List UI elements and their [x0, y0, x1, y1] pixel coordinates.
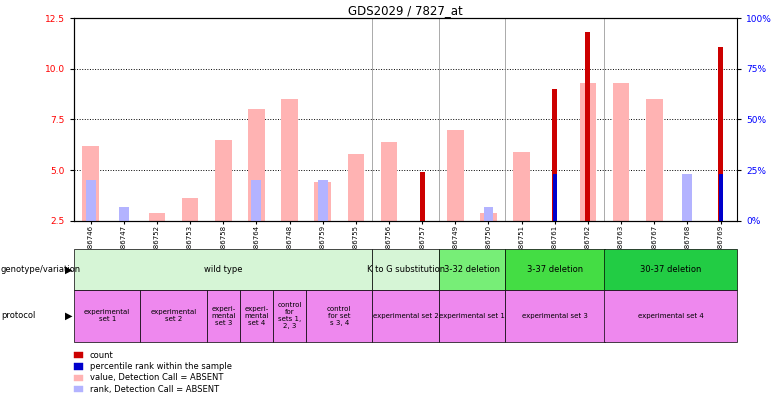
Text: experimental set 4: experimental set 4	[638, 313, 704, 319]
Text: count: count	[90, 351, 113, 360]
Bar	[251, 180, 261, 221]
Bar	[553, 174, 557, 221]
Bar	[149, 213, 165, 221]
Text: experimental set 2: experimental set 2	[373, 313, 438, 319]
Text: percentile rank within the sample: percentile rank within the sample	[90, 362, 232, 371]
Bar	[420, 172, 424, 221]
Text: 3-32 deletion: 3-32 deletion	[444, 265, 500, 274]
Text: value, Detection Call = ABSENT: value, Detection Call = ABSENT	[90, 373, 223, 382]
Bar	[317, 180, 328, 221]
Bar	[248, 109, 264, 221]
Text: K to G substitution: K to G substitution	[367, 265, 445, 274]
Text: ▶: ▶	[65, 311, 73, 321]
Bar	[580, 83, 596, 221]
Text: 30-37 deletion: 30-37 deletion	[640, 265, 701, 274]
Bar	[381, 142, 397, 221]
Bar	[604, 249, 737, 290]
Bar	[718, 174, 722, 221]
Bar	[306, 290, 373, 342]
Bar	[505, 249, 604, 290]
Title: GDS2029 / 7827_at: GDS2029 / 7827_at	[348, 4, 463, 17]
Bar	[586, 32, 590, 221]
Text: 3-37 deletion: 3-37 deletion	[526, 265, 583, 274]
Bar	[119, 207, 129, 221]
Bar	[348, 154, 364, 221]
Bar	[718, 47, 723, 221]
Bar	[373, 290, 438, 342]
Bar	[484, 207, 494, 221]
Bar	[140, 290, 207, 342]
Bar	[83, 146, 99, 221]
Text: experi-
mental
set 4: experi- mental set 4	[244, 306, 268, 326]
Text: experi-
mental
set 3: experi- mental set 3	[211, 306, 236, 326]
Bar	[438, 249, 505, 290]
Bar	[215, 140, 232, 221]
Bar	[613, 83, 629, 221]
Text: genotype/variation: genotype/variation	[1, 265, 81, 274]
Text: ▶: ▶	[65, 264, 73, 274]
Bar	[505, 290, 604, 342]
Text: rank, Detection Call = ABSENT: rank, Detection Call = ABSENT	[90, 385, 219, 394]
Bar	[207, 290, 240, 342]
Bar	[447, 130, 463, 221]
Bar	[604, 290, 737, 342]
Bar	[682, 174, 693, 221]
Bar	[438, 290, 505, 342]
Bar	[182, 198, 198, 221]
Text: experimental set 1: experimental set 1	[439, 313, 505, 319]
Text: control
for set
s 3, 4: control for set s 3, 4	[327, 306, 352, 326]
Bar	[480, 213, 497, 221]
Bar	[74, 290, 140, 342]
Bar	[552, 89, 557, 221]
Text: experimental
set 2: experimental set 2	[151, 309, 197, 322]
Bar	[239, 290, 273, 342]
Text: protocol: protocol	[1, 311, 35, 320]
Text: experimental
set 1: experimental set 1	[84, 309, 130, 322]
Bar	[513, 152, 530, 221]
Text: control
for
sets 1,
2, 3: control for sets 1, 2, 3	[278, 303, 302, 329]
Text: wild type: wild type	[204, 265, 243, 274]
Bar	[74, 249, 372, 290]
Bar	[273, 290, 306, 342]
Bar	[646, 99, 662, 221]
Text: experimental set 3: experimental set 3	[522, 313, 587, 319]
Bar	[282, 99, 298, 221]
Bar	[314, 182, 331, 221]
Bar	[373, 249, 438, 290]
Bar	[86, 180, 96, 221]
